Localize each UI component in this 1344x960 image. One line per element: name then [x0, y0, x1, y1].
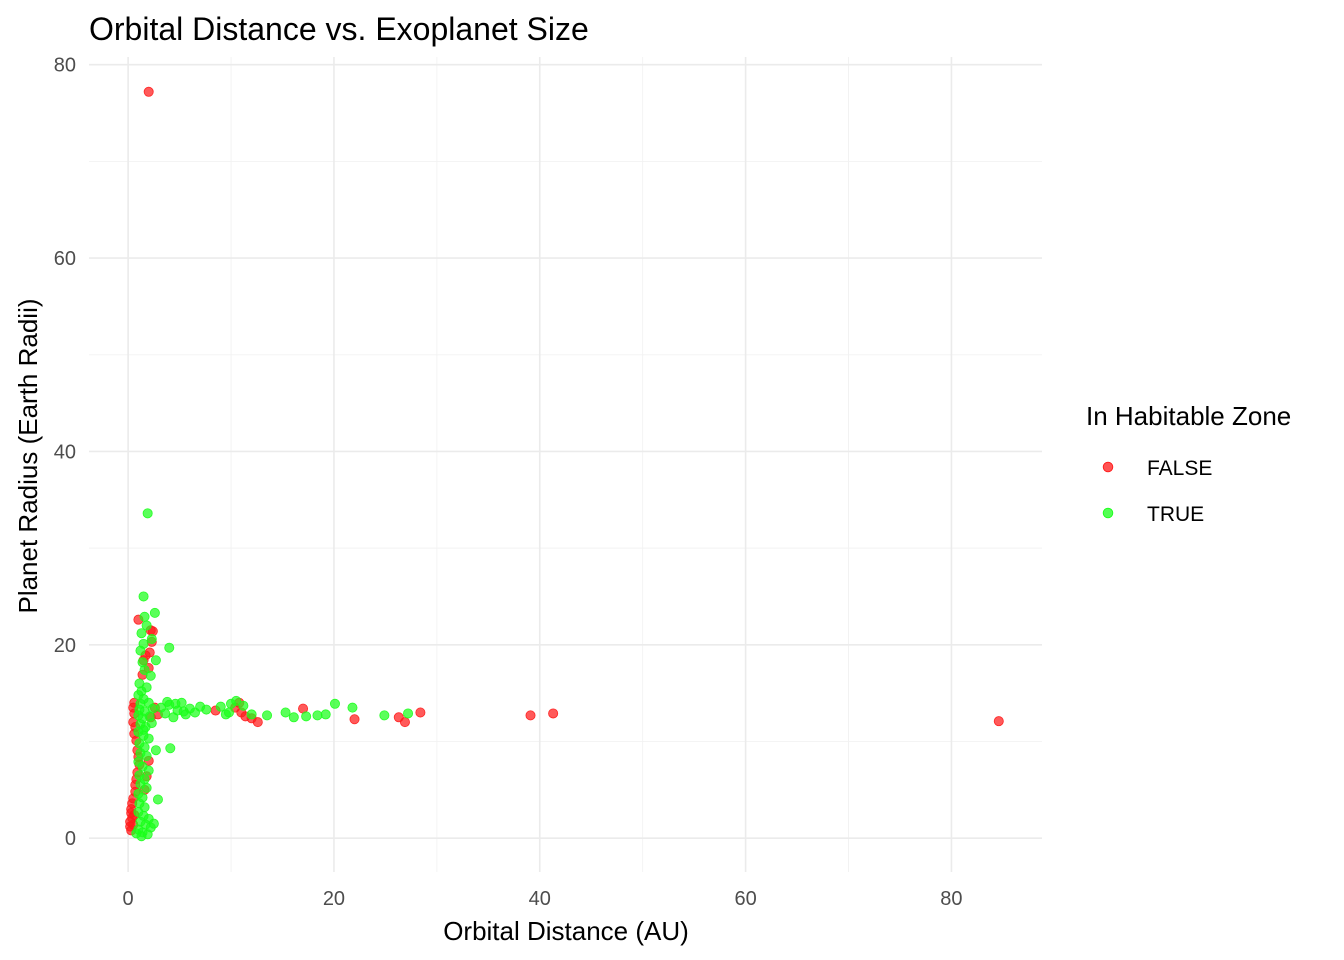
data-point-false: [548, 708, 559, 719]
data-point-true: [301, 711, 312, 722]
data-point-true: [141, 750, 152, 761]
data-point-true: [146, 718, 157, 729]
y-tick-label: 80: [54, 55, 76, 77]
x-axis-title: Orbital Distance (AU): [443, 916, 689, 946]
data-point-true: [141, 620, 152, 631]
data-point-true: [152, 794, 163, 805]
data-point-true: [280, 707, 291, 718]
data-point-true: [141, 782, 152, 793]
legend-label-false: FALSE: [1147, 457, 1212, 480]
data-point-true: [178, 706, 189, 717]
data-point-true: [150, 655, 161, 666]
y-tick-label: 20: [54, 635, 76, 657]
data-point-true: [320, 709, 331, 720]
legend-key-true: [1102, 507, 1114, 519]
grid: [89, 57, 1042, 872]
data-point-true: [139, 664, 150, 675]
x-tick-label: 0: [123, 888, 134, 910]
data-point-true: [143, 765, 154, 776]
data-point-true: [145, 670, 156, 681]
legend-label-true: TRUE: [1147, 503, 1204, 526]
data-point-true: [146, 634, 157, 645]
data-point-true: [288, 712, 299, 723]
y-tick-label: 40: [54, 441, 76, 463]
data-point-false: [399, 717, 410, 728]
y-tick-label: 60: [54, 248, 76, 270]
data-point-true: [403, 708, 414, 719]
data-point-true: [215, 701, 226, 712]
x-tick-label: 60: [734, 888, 756, 910]
data-point-true: [231, 695, 242, 706]
data-point-true: [170, 698, 181, 709]
data-point-true: [142, 508, 153, 519]
x-tick-label: 40: [529, 888, 551, 910]
data-point-true: [149, 607, 160, 618]
y-tick-label: 0: [65, 828, 76, 850]
legend-title: In Habitable Zone: [1086, 401, 1291, 431]
x-tick-label: 20: [323, 888, 345, 910]
data-point-true: [165, 743, 176, 754]
data-point-true: [162, 696, 173, 707]
data-point-true: [139, 611, 150, 622]
data-point-true: [136, 628, 147, 639]
points: [125, 86, 1004, 842]
data-point-true: [223, 707, 234, 718]
data-point-true: [329, 698, 340, 709]
data-point-true: [143, 733, 154, 744]
y-axis-title: Planet Radius (Earth Radii): [13, 298, 43, 613]
x-tick-label: 80: [940, 888, 962, 910]
data-point-true: [141, 682, 152, 693]
data-point-true: [138, 591, 149, 602]
legend-key-false: [1102, 461, 1114, 473]
data-point-true: [312, 710, 323, 721]
data-point-true: [262, 710, 273, 721]
data-point-false: [993, 716, 1004, 727]
data-point-true: [238, 700, 249, 711]
data-point-false: [143, 86, 154, 97]
data-point-true: [136, 831, 147, 842]
data-point-true: [246, 709, 257, 720]
data-point-false: [525, 710, 536, 721]
axes: 0 20 40 60 80 0 20 40 60 80: [54, 55, 963, 910]
data-point-true: [138, 724, 149, 735]
data-point-true: [379, 710, 390, 721]
data-point-true: [150, 745, 161, 756]
legend: In Habitable Zone FALSE TRUE: [1086, 401, 1291, 526]
data-point-true: [347, 702, 358, 713]
data-point-true: [201, 704, 212, 715]
data-point-true: [164, 642, 175, 653]
data-point-true: [135, 645, 146, 656]
data-point-false: [252, 717, 263, 728]
data-point-false: [415, 707, 426, 718]
chart-title: Orbital Distance vs. Exoplanet Size: [89, 11, 589, 47]
data-point-false: [349, 714, 360, 725]
data-point-true: [160, 708, 171, 719]
data-point-true: [148, 818, 159, 829]
